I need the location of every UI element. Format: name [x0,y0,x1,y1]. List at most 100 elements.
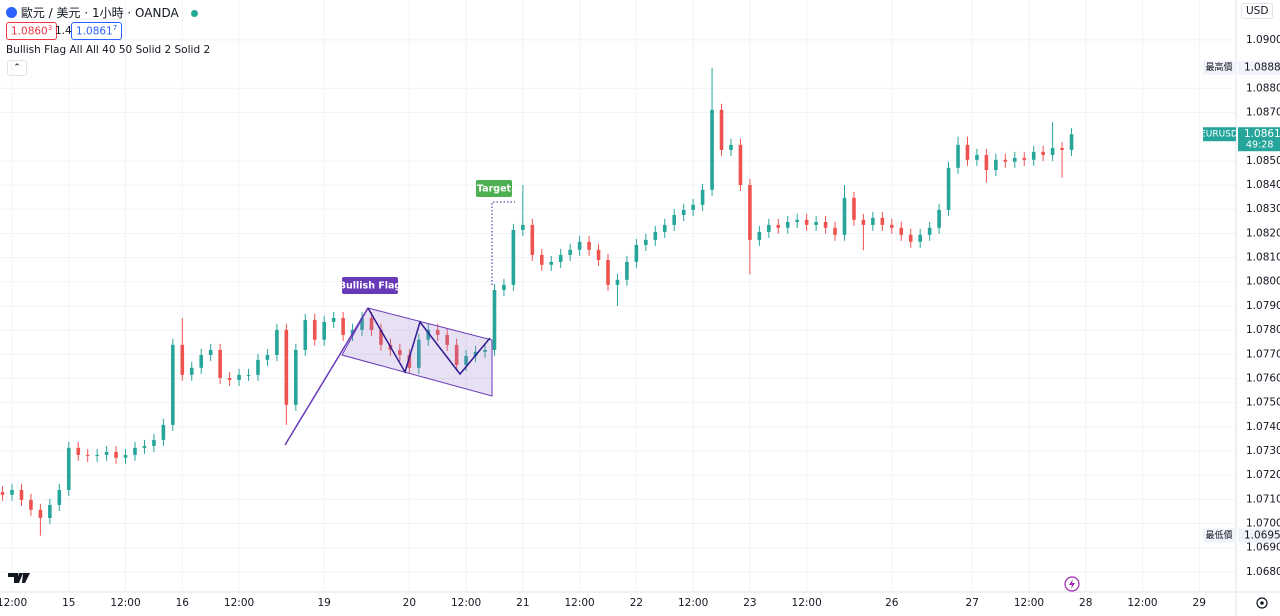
currency-button[interactable]: USD [1241,3,1274,19]
flag-label-box [342,277,398,294]
candle-body [1003,159,1008,162]
candle-body [284,329,289,405]
x-tick-label: 29 [1193,597,1206,609]
candle-body [918,234,922,242]
candle-body [871,217,875,225]
price-label-tag [1203,60,1236,75]
indicator-legend[interactable]: Bullish Flag All All 40 50 Solid 2 Solid… [6,44,211,56]
candle-body [549,261,554,265]
y-tick-label: 1.07600 [1246,372,1280,384]
candle-body [596,249,601,260]
candle-body [473,351,478,356]
candle-body [691,204,695,210]
candle-body [123,454,128,458]
ask-price: 1.0861 [76,25,113,38]
x-tick-label: 22 [630,597,643,609]
y-tick-label: 1.09000 [1246,34,1280,46]
candle-body [1022,157,1027,160]
candle-body [227,377,232,380]
candle-body [265,355,270,360]
candle-body [946,167,951,210]
price-label-tag [1203,528,1236,543]
bid-button[interactable]: 1.08603 [6,22,58,40]
target-label: Target [477,184,512,195]
candle-body [681,209,686,215]
x-tick-label: 12:00 [1014,597,1044,609]
x-tick-label: 12:00 [0,597,27,609]
candle-body [672,214,677,225]
candle-body [729,144,733,150]
candle-body [795,219,799,222]
x-tick-label: 21 [516,597,529,609]
candle-body [785,222,790,228]
y-tick-label: 1.07800 [1246,324,1280,336]
ask-button[interactable]: 1.08617 [71,22,123,40]
candle-body [237,374,241,380]
candle-body [1050,148,1055,156]
flag-label: Bullish Flag [339,281,401,292]
x-tick-label: 19 [318,597,331,609]
candle-body [1041,151,1045,156]
candle-body [899,227,904,235]
candle-body [880,217,885,225]
candle-body [199,355,204,368]
y-tick-label: 1.06800 [1246,566,1280,578]
y-tick-label: 1.07100 [1246,493,1280,505]
target-line [491,201,515,285]
x-tick-label: 12:00 [224,597,254,609]
candle-body [104,451,109,455]
x-tick-label: 12:00 [678,597,708,609]
candle-body [908,234,913,242]
candle-body [369,318,374,330]
candle-body [539,254,544,265]
candle-body [814,222,818,225]
last-price: 1.08610 [1244,128,1280,140]
y-tick-label: 1.08300 [1246,203,1280,215]
collapse-button[interactable]: ⌃ [7,60,27,76]
x-tick-label: 27 [966,597,979,609]
candle-body [587,241,591,250]
price-label-box [1238,528,1280,543]
candle-body [994,159,998,171]
candle-body [1031,151,1036,160]
candle-body [133,447,137,455]
alert-icon[interactable] [1064,576,1080,592]
candle-body [38,509,43,518]
y-tick-label: 1.08100 [1246,252,1280,264]
candle-body [256,359,260,375]
price-label-value: 1.06950 [1244,530,1280,542]
settings-icon[interactable] [1256,597,1268,609]
candle-body [189,367,194,375]
candle-body [767,224,771,232]
candle-body [492,289,497,350]
candle-body [66,447,71,490]
y-tick-label: 1.08700 [1246,106,1280,118]
y-tick-label: 1.07700 [1246,348,1280,360]
flag-zigzag [367,307,491,376]
candle-body [625,261,629,280]
symbol-title[interactable]: 歐元 / 美元 · 1小時 · OANDA [20,6,179,20]
candle-body [738,144,743,185]
candle-body [10,489,14,495]
candle-body [804,219,809,225]
candle-body [984,155,989,171]
candle-body [416,339,421,368]
x-tick-label: 20 [403,597,416,609]
x-tick-label: 15 [62,597,75,609]
alert-bolt [1069,579,1075,589]
candle-body [975,155,979,160]
symbol-icon [6,7,17,18]
price-label-value: 1.08885 [1244,62,1280,74]
candle-body [927,227,932,235]
candle-body [710,109,714,190]
candle-body [1069,134,1074,150]
y-tick-label: 1.07000 [1246,518,1280,530]
price-label-box [1238,60,1280,75]
candle-body [965,144,970,160]
candle-body [29,499,33,510]
candle-body [360,318,364,330]
x-tick-label: 16 [176,597,190,609]
candle-body [275,329,279,356]
